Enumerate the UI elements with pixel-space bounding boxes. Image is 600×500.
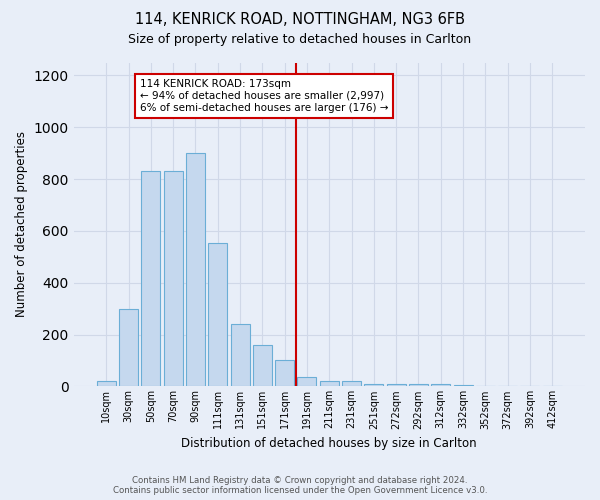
- Text: Size of property relative to detached houses in Carlton: Size of property relative to detached ho…: [128, 32, 472, 46]
- Bar: [431, 384, 450, 386]
- Bar: [164, 172, 182, 386]
- Text: Contains HM Land Registry data © Crown copyright and database right 2024.
Contai: Contains HM Land Registry data © Crown c…: [113, 476, 487, 495]
- Bar: [320, 381, 339, 386]
- Text: 114 KENRICK ROAD: 173sqm
← 94% of detached houses are smaller (2,997)
6% of semi: 114 KENRICK ROAD: 173sqm ← 94% of detach…: [140, 80, 388, 112]
- X-axis label: Distribution of detached houses by size in Carlton: Distribution of detached houses by size …: [181, 437, 477, 450]
- Bar: [186, 153, 205, 386]
- Bar: [275, 360, 294, 386]
- Bar: [454, 385, 473, 386]
- Bar: [253, 345, 272, 387]
- Y-axis label: Number of detached properties: Number of detached properties: [15, 132, 28, 318]
- Bar: [119, 308, 138, 386]
- Bar: [409, 384, 428, 386]
- Bar: [364, 384, 383, 386]
- Bar: [230, 324, 250, 386]
- Bar: [208, 242, 227, 386]
- Bar: [298, 378, 316, 386]
- Bar: [142, 172, 160, 386]
- Bar: [386, 384, 406, 386]
- Text: 114, KENRICK ROAD, NOTTINGHAM, NG3 6FB: 114, KENRICK ROAD, NOTTINGHAM, NG3 6FB: [135, 12, 465, 28]
- Bar: [342, 381, 361, 386]
- Bar: [97, 381, 116, 386]
